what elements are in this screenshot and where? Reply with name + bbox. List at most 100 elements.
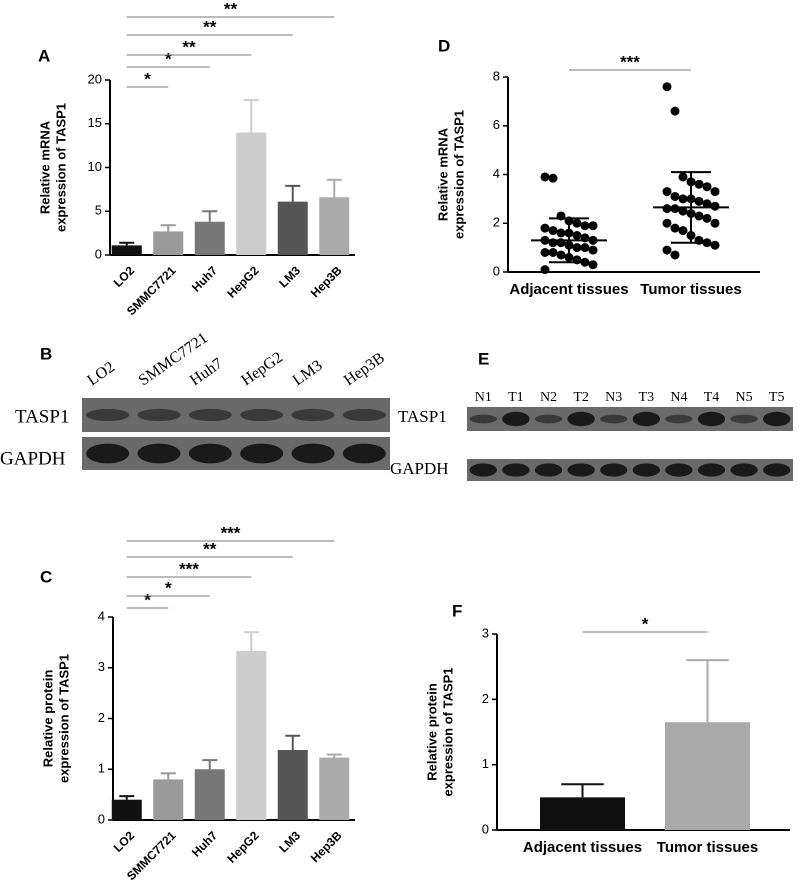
dot [540, 248, 550, 257]
blot-band [632, 411, 660, 427]
bar [236, 132, 267, 255]
lane-label: LO2 [84, 359, 118, 390]
y-axis-label: Relative mRNA [37, 120, 52, 214]
x-tick-label: LM3 [276, 828, 303, 855]
significance-label: * [144, 69, 151, 88]
y-tick-label: 15 [88, 115, 102, 130]
lane-label: T1 [508, 390, 524, 405]
blot-band [632, 463, 660, 477]
lane-label: LM3 [290, 357, 326, 389]
dot [548, 226, 558, 236]
lane-label: N3 [605, 390, 622, 405]
y-tick-label: 4 [98, 608, 105, 623]
significance-label: * [642, 614, 649, 633]
y-axis-label: expression of TASP1 [56, 654, 71, 783]
dot [556, 250, 566, 260]
dot [694, 196, 704, 206]
row-label: TASP1 [398, 407, 447, 426]
blot-band [600, 463, 628, 477]
significance-label: ** [224, 0, 238, 18]
y-tick-label: 2 [98, 710, 105, 725]
dot [670, 191, 680, 201]
y-tick-label: 4 [493, 166, 500, 181]
blot-band [137, 443, 181, 464]
blot-band [697, 411, 726, 427]
significance-label: * [144, 590, 151, 609]
y-tick-label: 20 [88, 71, 102, 86]
panel-letter: E [478, 349, 489, 368]
blot-band [137, 408, 181, 422]
dot [710, 218, 720, 228]
blot-band [534, 414, 563, 424]
blot-band [240, 408, 284, 422]
y-axis-label: expression of TASP1 [53, 103, 68, 232]
bar [194, 221, 225, 255]
blot-band [567, 463, 595, 477]
y-tick-label: 3 [482, 625, 489, 640]
y-axis-label: Relative mRNA [435, 127, 450, 221]
blot-band [665, 463, 693, 477]
y-tick-label: 0 [493, 263, 500, 278]
bar [319, 197, 350, 255]
y-tick-label: 0 [98, 811, 105, 826]
dot [662, 204, 672, 214]
dot [580, 221, 590, 231]
blot-band [469, 414, 497, 424]
blot-band [534, 463, 563, 477]
lane-label: N2 [540, 390, 557, 405]
blot-band [188, 408, 232, 422]
dot [670, 223, 680, 233]
lane-label: Hep3B [341, 349, 388, 389]
y-tick-label: 0 [95, 246, 102, 261]
blot-band [763, 463, 791, 477]
panel-letter: A [38, 46, 50, 65]
blot-band [86, 408, 130, 422]
dot [662, 187, 672, 197]
bar [540, 797, 625, 830]
dot [694, 179, 704, 189]
blot-band [86, 443, 130, 464]
lane-label: T2 [573, 390, 589, 405]
y-axis-label: Relative protein [40, 670, 55, 768]
dot [588, 221, 598, 231]
bar [153, 779, 184, 820]
blot-strip [82, 398, 390, 432]
blot-band [342, 408, 386, 422]
blot-band [697, 463, 726, 477]
dot [548, 248, 558, 257]
blot-band [291, 408, 335, 422]
lane-label: T4 [704, 390, 720, 405]
lane-label: N5 [736, 390, 753, 405]
dot [702, 213, 712, 223]
row-label: GAPDH [0, 448, 66, 469]
bar [665, 722, 750, 830]
dot [572, 218, 582, 228]
blot-band [291, 443, 335, 464]
dot [540, 172, 550, 182]
y-tick-label: 3 [98, 659, 105, 674]
blot-band [730, 463, 758, 477]
lane-label: T3 [639, 390, 655, 405]
dot [710, 201, 720, 211]
y-tick-label: 1 [98, 761, 105, 776]
bar [111, 799, 142, 820]
bar [319, 757, 350, 820]
dot [710, 187, 720, 197]
x-tick-label: Huh7 [189, 828, 220, 859]
blot-band [240, 443, 284, 464]
x-tick-label: Hep3B [308, 263, 345, 300]
dot [580, 243, 590, 253]
panel-letter: C [40, 567, 52, 586]
dot [572, 230, 582, 240]
dot [678, 194, 688, 204]
panel-letter: B [40, 344, 52, 363]
y-tick-label: 2 [482, 691, 489, 706]
dot [678, 172, 688, 182]
y-tick-label: 5 [95, 203, 102, 218]
blot-band [600, 414, 628, 424]
y-tick-label: 1 [482, 756, 489, 771]
x-tick-label: HepG2 [224, 828, 261, 865]
significance-label: *** [620, 52, 640, 71]
x-tick-label: LO2 [111, 828, 138, 855]
